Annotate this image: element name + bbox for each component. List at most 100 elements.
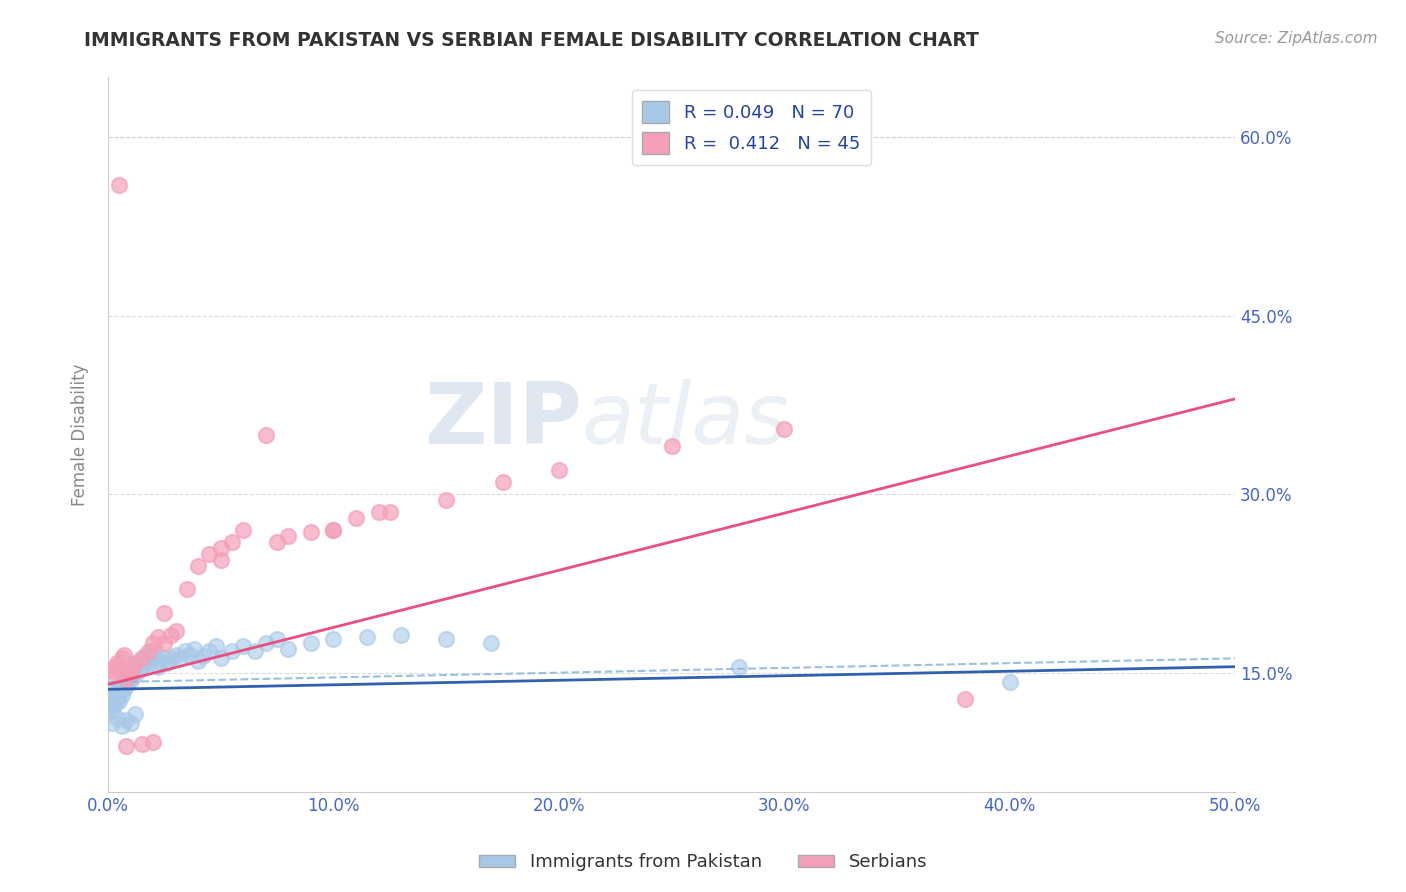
Point — [110, 688, 132, 702]
Point — [104, 690, 127, 704]
Point — [101, 663, 124, 677]
Point — [115, 713, 138, 727]
Point — [105, 656, 128, 670]
Point — [104, 697, 127, 711]
Point — [131, 659, 153, 673]
Point — [101, 687, 124, 701]
Point — [143, 644, 166, 658]
Point — [132, 651, 155, 665]
Point — [160, 627, 183, 641]
Point — [173, 644, 195, 658]
Y-axis label: Female Disability: Female Disability — [72, 363, 89, 506]
Point — [169, 651, 191, 665]
Point — [191, 648, 214, 663]
Point — [322, 523, 344, 537]
Point — [491, 475, 513, 490]
Point — [127, 656, 149, 670]
Point — [142, 648, 165, 662]
Point — [232, 640, 254, 654]
Point — [243, 644, 266, 658]
Point — [187, 654, 209, 668]
Point — [120, 715, 142, 730]
Point — [115, 672, 138, 686]
Point — [108, 677, 131, 691]
Point — [121, 663, 143, 677]
Point — [221, 644, 243, 658]
Point — [135, 648, 157, 662]
Point — [998, 675, 1021, 690]
Point — [254, 427, 277, 442]
Point — [266, 534, 288, 549]
Point — [176, 582, 198, 597]
Point — [479, 636, 502, 650]
Point — [124, 668, 146, 682]
Point — [277, 529, 299, 543]
Point — [105, 691, 128, 706]
Point — [322, 523, 344, 537]
Text: ZIP: ZIP — [423, 379, 582, 462]
Point — [165, 648, 187, 662]
Point — [108, 686, 131, 700]
Point — [112, 648, 135, 662]
Point — [110, 680, 132, 694]
Point — [153, 606, 176, 620]
Point — [115, 679, 138, 693]
Point — [124, 707, 146, 722]
Point — [153, 636, 176, 650]
Point — [120, 665, 142, 680]
Point — [142, 636, 165, 650]
Point — [112, 675, 135, 690]
Point — [299, 525, 322, 540]
Point — [187, 558, 209, 573]
Point — [120, 668, 142, 682]
Point — [117, 668, 139, 682]
Point — [115, 739, 138, 754]
Point — [434, 493, 457, 508]
Point — [221, 534, 243, 549]
Point — [356, 630, 378, 644]
Point — [153, 651, 176, 665]
Point — [661, 440, 683, 454]
Legend: R = 0.049   N = 70, R =  0.412   N = 45: R = 0.049 N = 70, R = 0.412 N = 45 — [631, 90, 872, 165]
Point — [110, 651, 132, 665]
Point — [299, 636, 322, 650]
Point — [142, 735, 165, 749]
Point — [209, 552, 232, 566]
Point — [149, 655, 172, 669]
Point — [209, 651, 232, 665]
Point — [131, 651, 153, 665]
Point — [98, 698, 121, 713]
Point — [98, 691, 121, 706]
Point — [115, 672, 138, 686]
Legend: Immigrants from Pakistan, Serbians: Immigrants from Pakistan, Serbians — [472, 847, 934, 879]
Point — [146, 659, 169, 673]
Point — [728, 659, 751, 673]
Point — [101, 695, 124, 709]
Point — [378, 505, 401, 519]
Point — [120, 673, 142, 687]
Point — [198, 644, 221, 658]
Point — [160, 651, 183, 665]
Point — [434, 632, 457, 647]
Point — [112, 682, 135, 697]
Point — [120, 663, 142, 677]
Point — [128, 663, 150, 677]
Point — [101, 704, 124, 718]
Point — [124, 659, 146, 673]
Point — [254, 636, 277, 650]
Point — [232, 523, 254, 537]
Point — [198, 547, 221, 561]
Point — [108, 178, 131, 192]
Point — [131, 654, 153, 668]
Point — [547, 463, 569, 477]
Point — [105, 711, 128, 725]
Point — [266, 632, 288, 647]
Point — [110, 719, 132, 733]
Point — [209, 541, 232, 555]
Point — [277, 641, 299, 656]
Point — [131, 737, 153, 751]
Point — [155, 656, 177, 670]
Point — [322, 632, 344, 647]
Text: Source: ZipAtlas.com: Source: ZipAtlas.com — [1215, 31, 1378, 46]
Point — [117, 675, 139, 690]
